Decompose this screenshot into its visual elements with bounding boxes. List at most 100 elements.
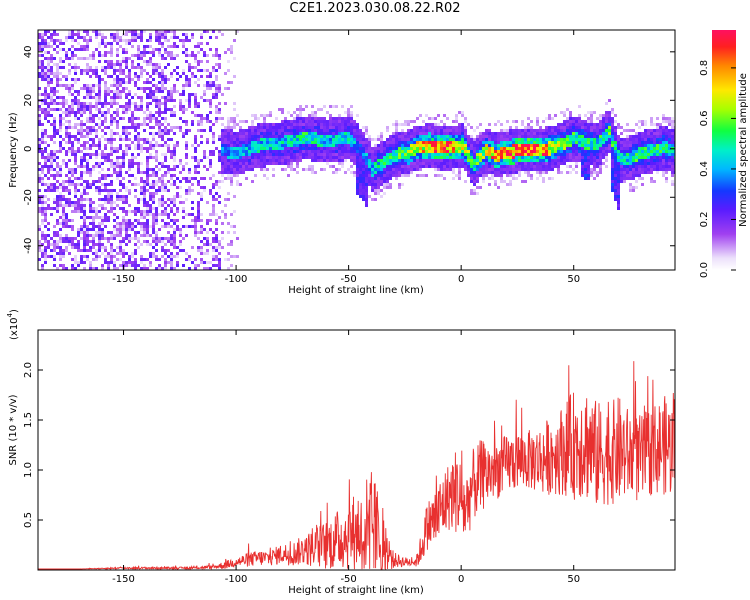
heatmap-cell <box>116 42 119 45</box>
heatmap-cell <box>281 141 284 144</box>
heatmap-cell <box>221 150 224 153</box>
heatmap-cell <box>104 183 107 186</box>
heatmap-cell <box>494 144 497 147</box>
heatmap-cell <box>224 126 227 129</box>
heatmap-cell <box>227 231 230 234</box>
heatmap-cell <box>476 177 479 180</box>
heatmap-cell <box>542 153 545 156</box>
heatmap-cell <box>158 51 161 54</box>
heatmap-cell <box>587 168 590 171</box>
heatmap-cell <box>107 90 110 93</box>
heatmap-cell <box>278 147 281 150</box>
heatmap-cell <box>122 237 125 240</box>
heatmap-cell <box>302 141 305 144</box>
heatmap-cell <box>473 177 476 180</box>
heatmap-cell <box>152 48 155 51</box>
heatmap-cell <box>542 120 545 123</box>
heatmap-cell <box>50 69 53 72</box>
heatmap-cell <box>62 264 65 267</box>
heatmap-cell <box>362 150 365 153</box>
heatmap-cell <box>116 198 119 201</box>
heatmap-cell <box>326 150 329 153</box>
heatmap-cell <box>89 156 92 159</box>
heatmap-cell <box>119 249 122 252</box>
heatmap-cell <box>590 156 593 159</box>
heatmap-cell <box>107 126 110 129</box>
heatmap-cell <box>173 180 176 183</box>
heatmap-cell <box>590 153 593 156</box>
heatmap-cell <box>521 144 524 147</box>
heatmap-cell <box>596 171 599 174</box>
heatmap-cell <box>581 126 584 129</box>
heatmap-cell <box>377 153 380 156</box>
heatmap-cell <box>530 162 533 165</box>
heatmap-cell <box>353 135 356 138</box>
heatmap-cell <box>227 132 230 135</box>
heatmap-cell <box>65 120 68 123</box>
heatmap-cell <box>173 213 176 216</box>
heatmap-cell <box>485 144 488 147</box>
heatmap-cell <box>224 213 227 216</box>
heatmap-cell <box>308 138 311 141</box>
heatmap-cell <box>296 123 299 126</box>
heatmap-cell <box>269 144 272 147</box>
heatmap-cell <box>593 171 596 174</box>
heatmap-cell <box>53 141 56 144</box>
heatmap-cell <box>218 90 221 93</box>
heatmap-cell <box>119 69 122 72</box>
heatmap-cell <box>227 144 230 147</box>
heatmap-cell <box>572 135 575 138</box>
heatmap-cell <box>335 144 338 147</box>
heatmap-cell <box>176 141 179 144</box>
heatmap-cell <box>161 33 164 36</box>
heatmap-cell <box>155 117 158 120</box>
heatmap-cell <box>209 102 212 105</box>
heatmap-cell <box>152 195 155 198</box>
heatmap-cell <box>209 129 212 132</box>
heatmap-cell <box>170 57 173 60</box>
heatmap-cell <box>119 168 122 171</box>
heatmap-cell <box>185 78 188 81</box>
heatmap-cell <box>77 36 80 39</box>
heatmap-cell <box>77 42 80 45</box>
heatmap-cell <box>629 153 632 156</box>
heatmap-cell <box>41 102 44 105</box>
heatmap-cell <box>518 156 521 159</box>
heatmap-cell <box>284 132 287 135</box>
heatmap-cell <box>380 138 383 141</box>
heatmap-cell <box>539 165 542 168</box>
heatmap-cell <box>89 69 92 72</box>
heatmap-cell <box>317 117 320 120</box>
heatmap-cell <box>323 117 326 120</box>
heatmap-cell <box>131 237 134 240</box>
heatmap-cell <box>383 162 386 165</box>
heatmap-cell <box>113 168 116 171</box>
heatmap-cell <box>617 195 620 198</box>
heatmap-cell <box>413 147 416 150</box>
heatmap-cell <box>272 153 275 156</box>
heatmap-cell <box>305 147 308 150</box>
heatmap-cell <box>578 132 581 135</box>
heatmap-cell <box>212 123 215 126</box>
heatmap-cell <box>374 177 377 180</box>
heatmap-cell <box>128 219 131 222</box>
heatmap-cell <box>113 147 116 150</box>
heatmap-cell <box>74 81 77 84</box>
heatmap-cell <box>92 120 95 123</box>
heatmap-cell <box>383 150 386 153</box>
heatmap-cell <box>233 138 236 141</box>
heatmap-cell <box>266 144 269 147</box>
heatmap-cell <box>56 195 59 198</box>
heatmap-cell <box>200 225 203 228</box>
heatmap-cell <box>356 180 359 183</box>
heatmap-cell <box>581 165 584 168</box>
heatmap-cell <box>626 153 629 156</box>
heatmap-cell <box>329 159 332 162</box>
heatmap-cell <box>41 180 44 183</box>
heatmap-cell <box>431 144 434 147</box>
heatmap-cell <box>44 189 47 192</box>
heatmap-cell <box>566 156 569 159</box>
heatmap-cell <box>548 162 551 165</box>
heatmap-cell <box>233 210 236 213</box>
heatmap-cell <box>410 147 413 150</box>
